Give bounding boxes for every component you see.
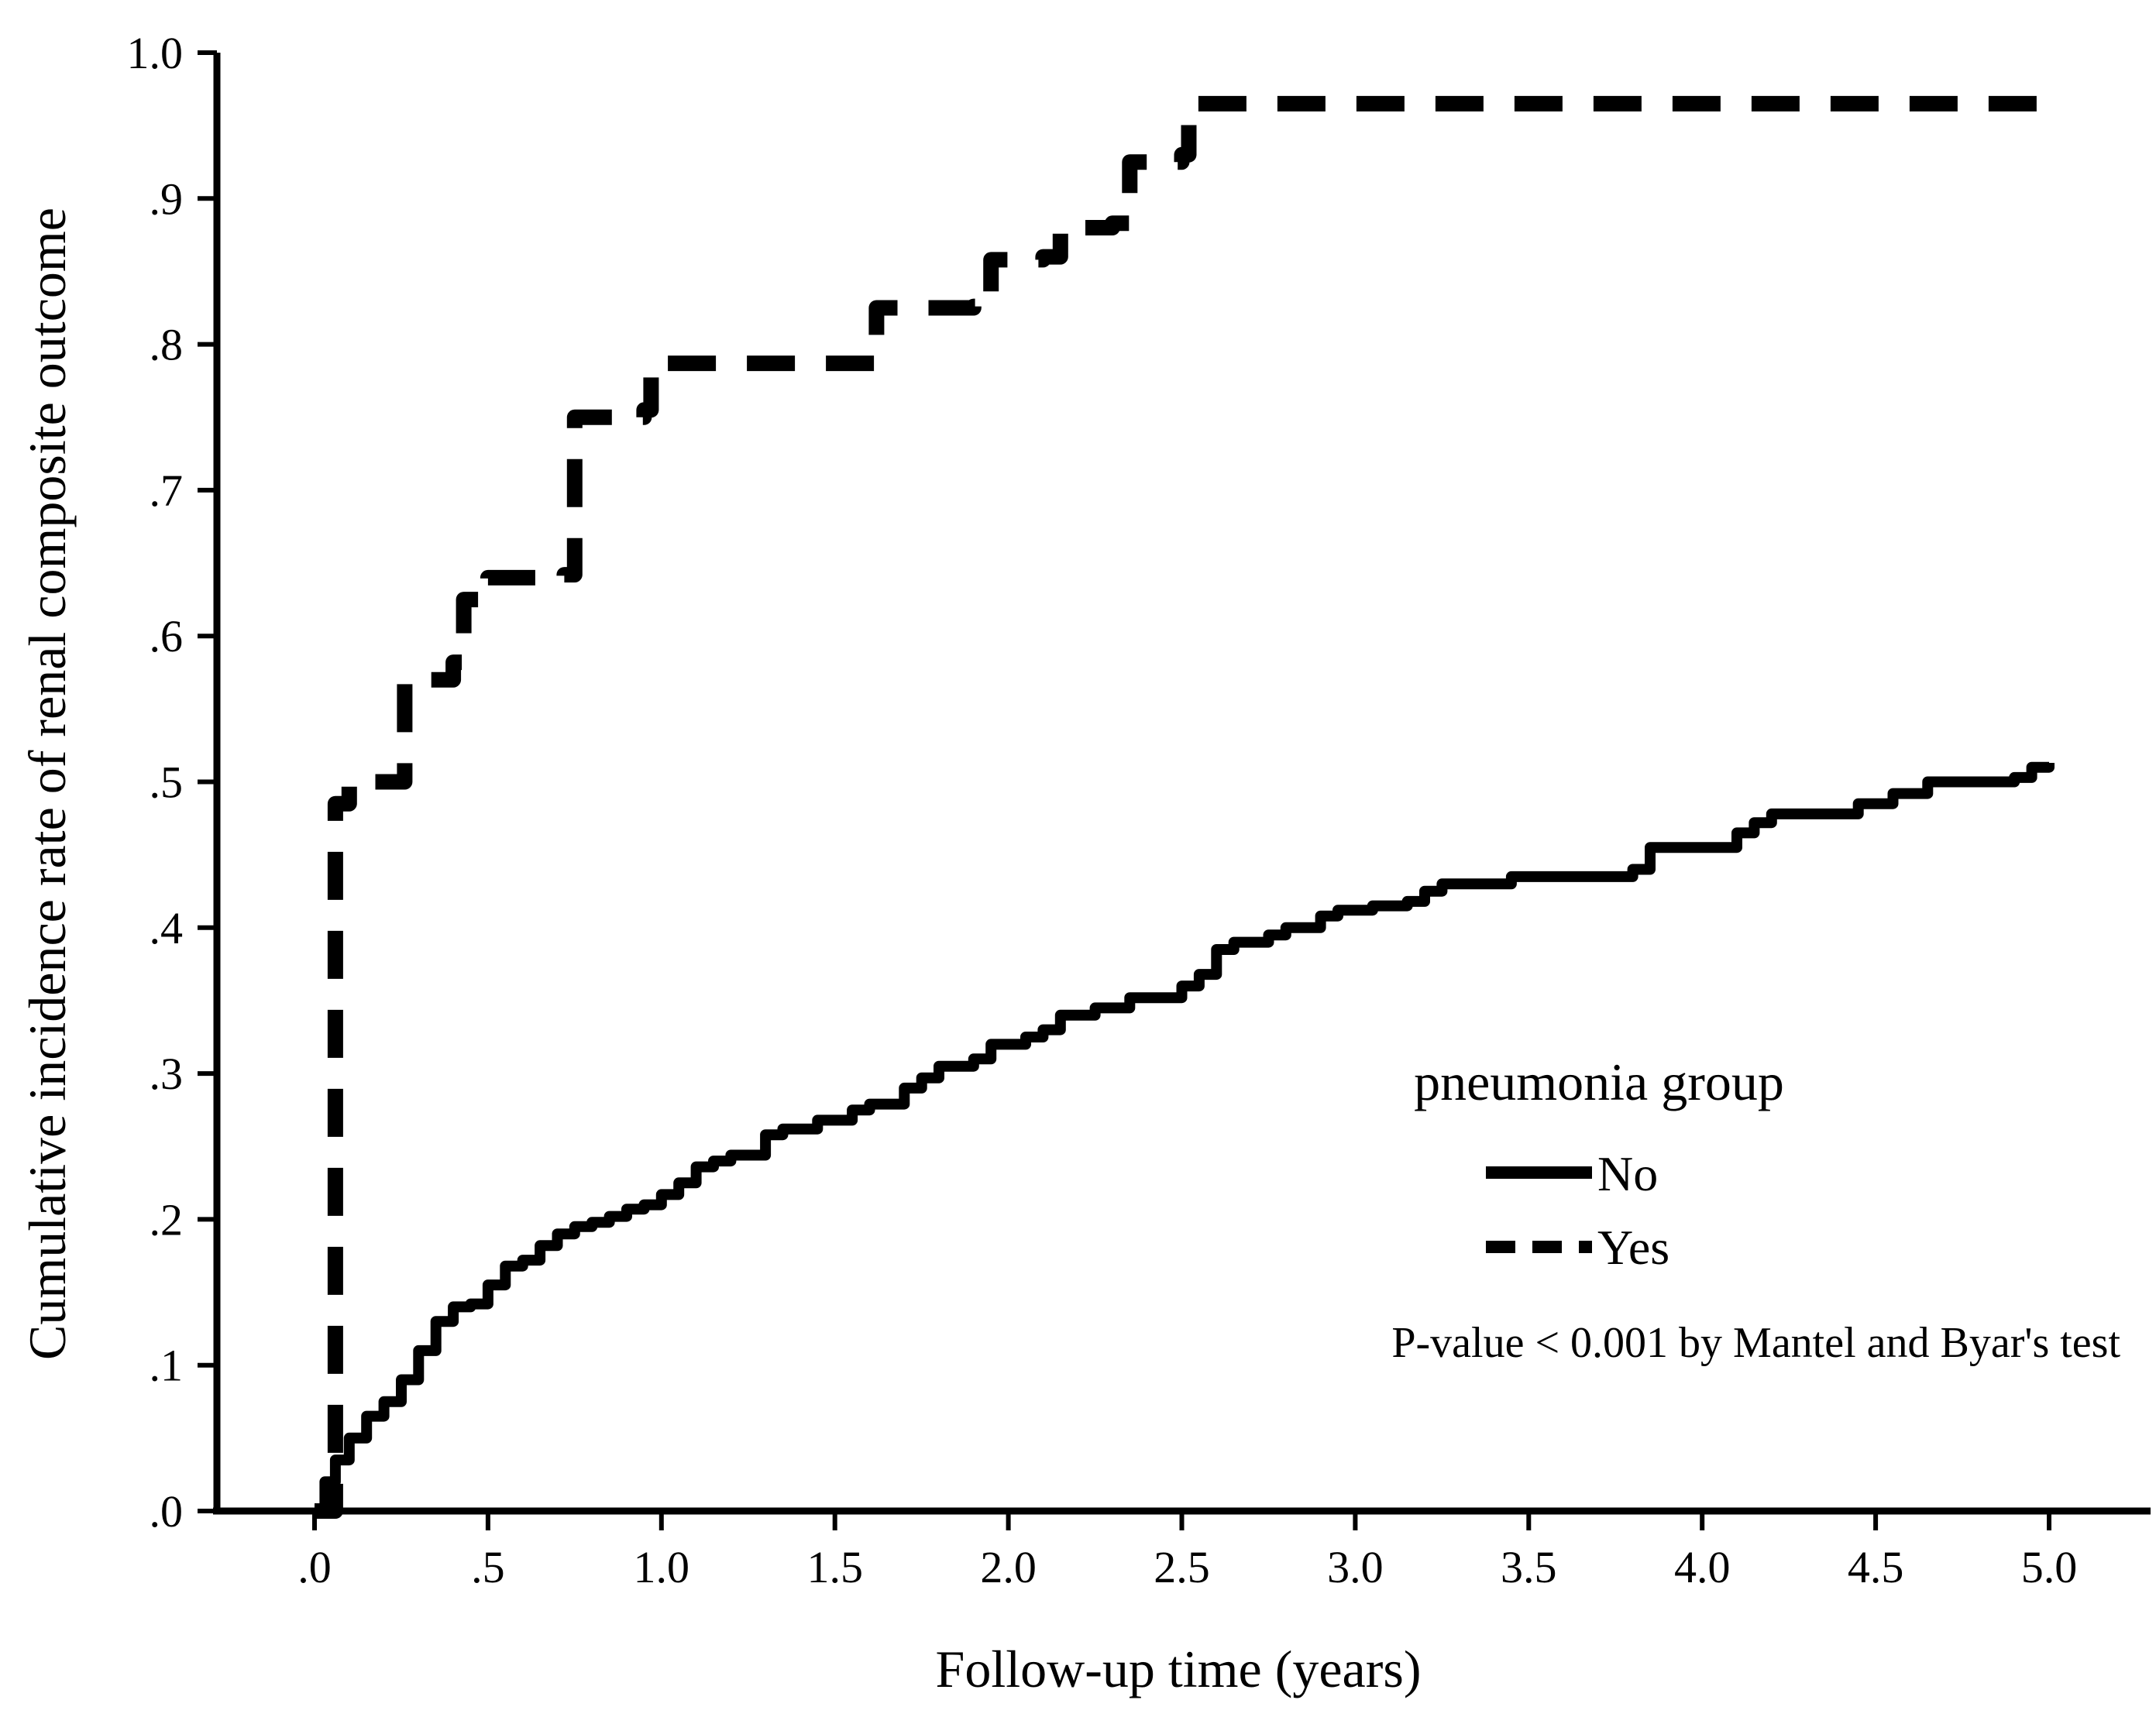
y-tick-label: .5	[150, 757, 184, 808]
y-tick-label: .7	[150, 465, 184, 516]
axes	[213, 53, 2151, 1515]
x-tick-label: 5.0	[2021, 1542, 2078, 1592]
x-tick-label: 3.0	[1327, 1542, 1384, 1592]
y-tick-label: .0	[150, 1486, 184, 1537]
x-tick-label: 4.5	[1848, 1542, 1904, 1592]
x-tick-label: 1.5	[806, 1542, 863, 1592]
y-tick-label: .8	[150, 320, 184, 370]
x-tick-label: 1.0	[634, 1542, 690, 1592]
series-line-yes	[315, 95, 2049, 1519]
x-tick-label: 2.5	[1154, 1542, 1210, 1592]
x-tick-label: 4.0	[1674, 1542, 1731, 1592]
p-value-annotation: P-value < 0.001 by Mantel and Byar's tes…	[1391, 1319, 2120, 1367]
y-tick-label: 1.0	[127, 28, 184, 78]
x-tick-label: 2.0	[980, 1542, 1037, 1592]
x-tick-label: 3.5	[1501, 1542, 1557, 1592]
x-ticks: .0 .5 1.0 1.5 2.0 2.5 3.0 3.5 4.0 4.5 5.0	[297, 1511, 2077, 1592]
y-tick-label: .2	[150, 1194, 184, 1245]
legend: pneumonia group No Yes	[1414, 1053, 1784, 1275]
y-ticks: .0 .1 .2 .3 .4 .5 .6 .7 .8 .9 1.0	[127, 28, 217, 1537]
x-tick-label: .0	[297, 1542, 332, 1592]
legend-title: pneumonia group	[1414, 1053, 1784, 1111]
y-tick-label: .9	[150, 173, 184, 224]
y-tick-label: .4	[150, 903, 184, 953]
y-axis-title: Cumulative incidence rate of renal compo…	[18, 208, 77, 1360]
legend-label-no: No	[1597, 1146, 1658, 1201]
series-layer	[315, 95, 2055, 1519]
y-tick-label: .6	[150, 611, 184, 661]
legend-label-yes: Yes	[1597, 1220, 1669, 1275]
series-line-no	[315, 761, 2055, 1516]
y-tick-label: .1	[150, 1341, 184, 1391]
x-tick-label: .5	[471, 1542, 505, 1592]
x-axis-title: Follow-up time (years)	[936, 1640, 1422, 1698]
y-tick-label: .3	[150, 1049, 184, 1099]
